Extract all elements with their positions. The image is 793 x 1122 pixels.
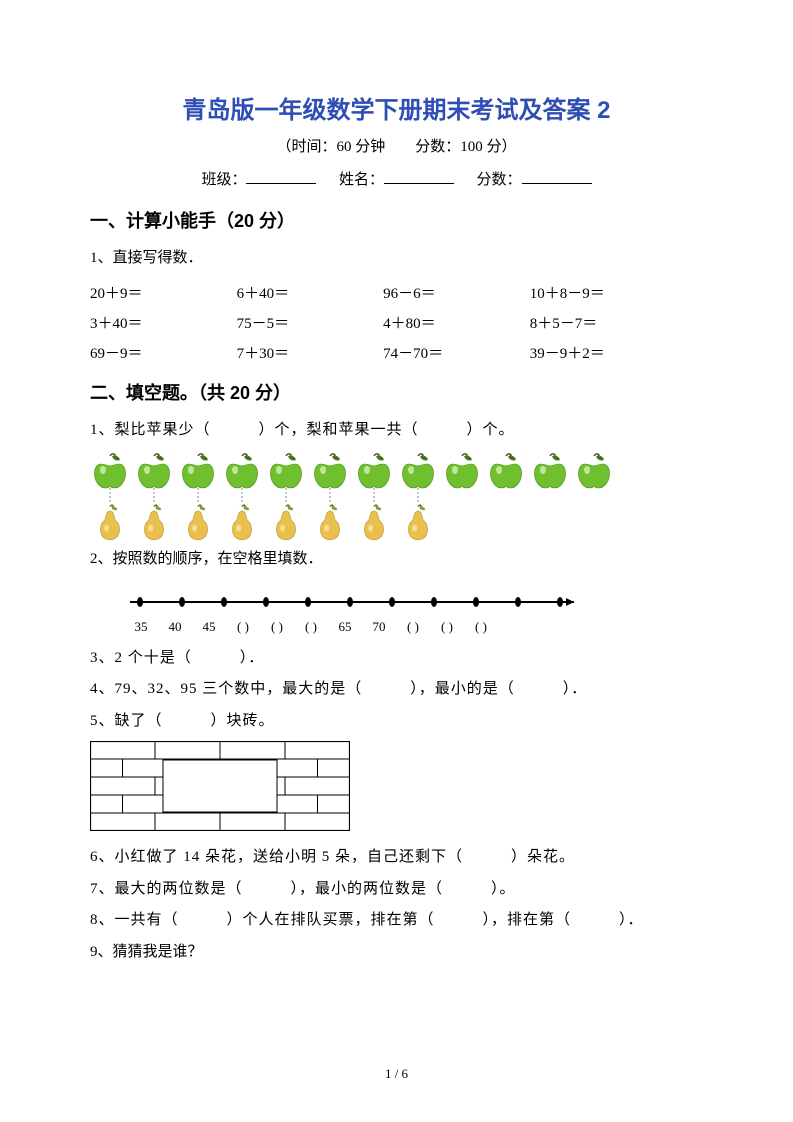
apple-icon xyxy=(266,452,306,490)
q2-8-text: 8、一共有（ ）个人在排队买票，排在第（ ），排在第（ ）． xyxy=(90,905,703,937)
calc-cell: 10＋8－9＝ xyxy=(530,279,703,309)
apple-icon xyxy=(134,452,174,490)
calc-cell: 75－5＝ xyxy=(237,309,384,339)
section-2-header: 二、填空题。（共 20 分） xyxy=(90,379,703,405)
apple-row xyxy=(90,452,703,490)
q2-5-text: 5、缺了（ ）块砖。 xyxy=(90,706,703,738)
name-blank[interactable] xyxy=(384,169,454,184)
calc-cell: 4＋80＝ xyxy=(383,309,530,339)
numline-label: 40 xyxy=(158,619,192,635)
apple-icon xyxy=(354,452,394,490)
q2-6-text: 6、小红做了 14 朵花，送给小明 5 朵，自己还剩下（ ）朵花。 xyxy=(90,842,703,874)
dash-connector xyxy=(222,488,262,498)
exam-meta: （时间：60 分钟 分数：100 分） xyxy=(90,135,703,156)
q2-4-text: 4、79、32、95 三个数中，最大的是（ ），最小的是（ ）． xyxy=(90,674,703,706)
dash-connector xyxy=(354,488,394,498)
dash-connectors xyxy=(90,488,703,498)
calc-grid: 20＋9＝ 6＋40＝ 96－6＝ 10＋8－9＝ 3＋40＝ 75－5＝ 4＋… xyxy=(90,279,703,369)
pear-icon xyxy=(222,504,262,542)
dash-connector xyxy=(398,488,438,498)
dash-connector xyxy=(90,488,130,498)
q2-7-text: 7、最大的两位数是（ ），最小的两位数是（ ）。 xyxy=(90,874,703,906)
dash-connector xyxy=(310,488,350,498)
dash-connector xyxy=(134,488,174,498)
q1-1-text: 1、直接写得数． xyxy=(90,243,703,275)
numline-label: ( ) xyxy=(226,619,260,635)
apple-icon xyxy=(310,452,350,490)
apple-icon xyxy=(530,452,570,490)
dash-connector xyxy=(530,488,570,498)
q2-2-text: 2、按照数的顺序，在空格里填数． xyxy=(90,544,703,576)
pear-icon xyxy=(90,504,130,542)
numline-label: 35 xyxy=(124,619,158,635)
dash-connector xyxy=(486,488,526,498)
pear-row xyxy=(90,504,703,542)
pear-icon xyxy=(398,504,438,542)
score-blank[interactable] xyxy=(522,169,592,184)
numline-label: ( ) xyxy=(294,619,328,635)
calc-cell: 96－6＝ xyxy=(383,279,530,309)
calc-cell: 69－9＝ xyxy=(90,339,237,369)
numline-label: 70 xyxy=(362,619,396,635)
dash-connector xyxy=(442,488,482,498)
apple-icon xyxy=(574,452,614,490)
student-info-line: 班级： 姓名： 分数： xyxy=(90,168,703,189)
calc-cell: 39－9＋2＝ xyxy=(530,339,703,369)
numline-label: ( ) xyxy=(260,619,294,635)
pear-icon xyxy=(310,504,350,542)
apple-icon xyxy=(442,452,482,490)
pear-icon xyxy=(134,504,174,542)
dash-connector xyxy=(266,488,306,498)
pear-icon xyxy=(178,504,218,542)
q2-1-text: 1、梨比苹果少（ ）个，梨和苹果一共（ ）个。 xyxy=(90,415,703,447)
bricks-figure xyxy=(90,741,350,831)
page-number: 1 / 6 xyxy=(0,1066,793,1082)
page-title: 青岛版一年级数学下册期末考试及答案 2 xyxy=(90,90,703,125)
numline-label: 65 xyxy=(328,619,362,635)
apple-icon xyxy=(486,452,526,490)
calc-cell: 74－70＝ xyxy=(383,339,530,369)
calc-cell: 7＋30＝ xyxy=(237,339,384,369)
q2-3-text: 3、2 个十是（ ）． xyxy=(90,643,703,675)
dash-connector xyxy=(574,488,614,498)
apple-icon xyxy=(222,452,262,490)
number-line-figure: 354045( )( )( )6570( )( )( ) xyxy=(120,584,703,635)
section-1-header: 一、计算小能手（20 分） xyxy=(90,207,703,233)
numline-label: ( ) xyxy=(464,619,498,635)
dash-connector xyxy=(178,488,218,498)
apple-icon xyxy=(398,452,438,490)
pear-icon xyxy=(266,504,306,542)
apple-icon xyxy=(90,452,130,490)
calc-cell: 20＋9＝ xyxy=(90,279,237,309)
calc-cell: 6＋40＝ xyxy=(237,279,384,309)
apple-icon xyxy=(178,452,218,490)
class-label: 班级： xyxy=(201,172,246,188)
calc-cell: 3＋40＝ xyxy=(90,309,237,339)
numline-label: 45 xyxy=(192,619,226,635)
score-label: 分数： xyxy=(477,172,522,188)
numline-label: ( ) xyxy=(430,619,464,635)
numline-label: ( ) xyxy=(396,619,430,635)
calc-cell: 8＋5－7＝ xyxy=(530,309,703,339)
class-blank[interactable] xyxy=(246,169,316,184)
name-label: 姓名： xyxy=(339,172,384,188)
pear-icon xyxy=(354,504,394,542)
q2-9-text: 9、猜猜我是谁？ xyxy=(90,937,703,969)
